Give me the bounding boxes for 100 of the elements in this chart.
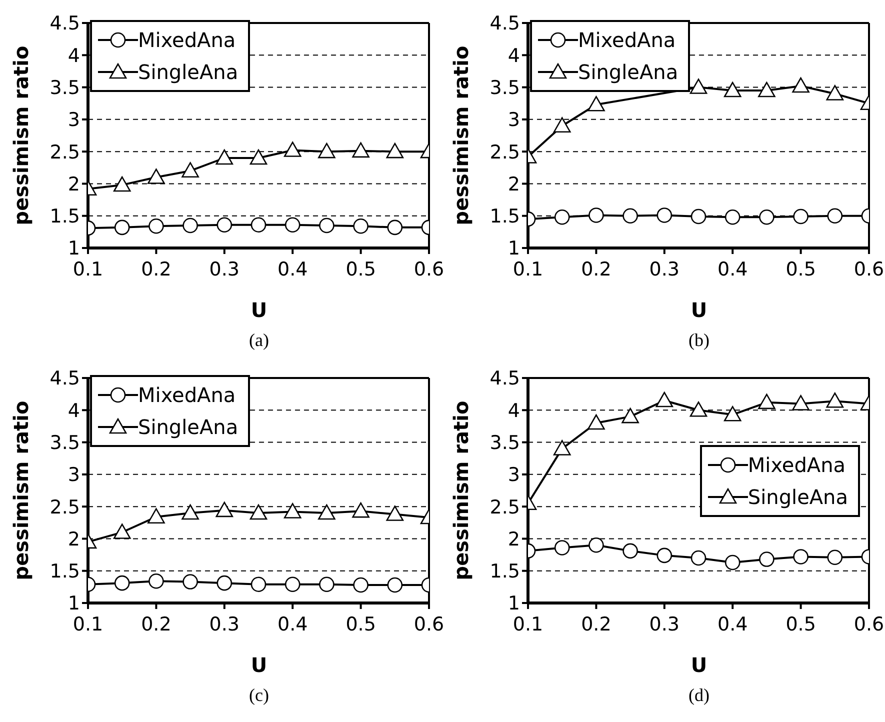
point: [588, 414, 605, 430]
point: [148, 168, 165, 184]
point: [319, 576, 334, 592]
point: [386, 506, 404, 521]
point: [353, 218, 368, 234]
point: [250, 576, 266, 592]
x-axis-title: U: [250, 298, 268, 322]
x-tick-label: 0.2: [141, 613, 172, 636]
point: [724, 82, 742, 98]
point: [387, 577, 403, 593]
x-axis-title: U: [690, 298, 708, 322]
point: [284, 503, 302, 518]
y-tick-label: 3.5: [50, 432, 80, 454]
point: [148, 573, 164, 589]
x-tick-label: 0.2: [581, 258, 612, 280]
point: [759, 209, 774, 225]
y-tick-label: 4.5: [490, 368, 520, 390]
point: [690, 401, 708, 417]
point: [352, 142, 370, 158]
point: [792, 77, 810, 93]
point: [216, 149, 234, 165]
text: (c): [248, 685, 270, 706]
y-tick-label: 1: [68, 238, 80, 260]
x-tick-label: 0.3: [209, 613, 240, 636]
point: [827, 550, 843, 566]
y-tick-label: 4.5: [490, 12, 520, 35]
point: [318, 504, 336, 520]
point: [113, 176, 131, 192]
x-tick-label: 0.4: [717, 613, 748, 636]
x-tick-label: 0.4: [277, 613, 308, 636]
point: [386, 142, 404, 158]
point: [113, 524, 131, 539]
point: [319, 218, 334, 234]
y-tick-label: 2.5: [50, 496, 80, 518]
text: (b): [688, 330, 710, 351]
point: [826, 85, 844, 100]
point: [554, 540, 570, 556]
y-tick-label: 1: [68, 592, 80, 615]
x-tick-label: 0.4: [717, 258, 748, 280]
y-tick-label: 3: [68, 464, 80, 486]
legend-label: SingleAna: [578, 60, 678, 84]
point: [114, 575, 130, 591]
point: [826, 392, 844, 408]
y-tick-label: 4: [68, 400, 80, 422]
point: [588, 537, 604, 553]
point: [759, 552, 774, 567]
point: [182, 162, 199, 178]
point: [182, 218, 198, 234]
y-tick-label: 4.5: [50, 368, 80, 390]
point: [553, 117, 571, 133]
x-tick-label: 0.3: [209, 258, 240, 280]
point: [724, 209, 740, 225]
x-tick-label: 0.5: [786, 613, 816, 636]
point: [758, 82, 776, 98]
point: [284, 142, 302, 157]
legend-label: MixedAna: [578, 28, 676, 52]
y-tick-label: 4.5: [50, 12, 80, 35]
y-tick-label: 2.5: [490, 496, 520, 518]
y-tick-label: 1.5: [50, 560, 80, 583]
point: [216, 217, 232, 233]
point: [284, 217, 300, 233]
point: [216, 502, 234, 518]
y-axis-title: pessimism ratio: [9, 46, 34, 226]
point: [758, 394, 776, 410]
y-tick-label: 1.5: [490, 560, 520, 583]
point: [352, 502, 370, 518]
point: [793, 549, 808, 564]
x-tick-label: 0.1: [512, 258, 544, 280]
point: [318, 142, 336, 158]
point: [250, 504, 268, 520]
y-tick-label: 1.5: [50, 206, 80, 228]
point: [588, 208, 604, 223]
point: [588, 96, 605, 112]
x-tick-label: 0.6: [414, 613, 444, 636]
point: [284, 576, 300, 592]
y-tick-label: 3.5: [490, 432, 520, 454]
point: [724, 554, 740, 570]
point: [793, 208, 808, 224]
x-tick-label: 0.4: [277, 258, 308, 280]
point: [656, 392, 674, 408]
y-tick-label: 4: [68, 44, 80, 67]
point: [690, 78, 708, 94]
y-tick-label: 3: [508, 464, 520, 486]
point: [690, 550, 706, 566]
point: [216, 575, 232, 591]
point: [148, 218, 164, 234]
x-tick-label: 0.1: [72, 613, 104, 636]
x-tick-label: 0.2: [581, 613, 612, 636]
legend-label: MixedAna: [748, 453, 846, 477]
y-tick-label: 1: [508, 238, 520, 260]
legend-label: SingleAna: [138, 415, 238, 439]
x-tick-label: 0.6: [854, 613, 884, 636]
legend-label: SingleAna: [138, 60, 238, 84]
x-tick-label: 0.3: [649, 258, 680, 280]
y-tick-label: 2: [68, 528, 80, 550]
x-tick-label: 0.5: [346, 258, 376, 280]
y-tick-label: 3.5: [490, 77, 520, 100]
y-tick-label: 3: [508, 109, 520, 132]
y-tick-label: 2: [508, 528, 520, 550]
y-axis-title: pessimism ratio: [449, 46, 474, 226]
